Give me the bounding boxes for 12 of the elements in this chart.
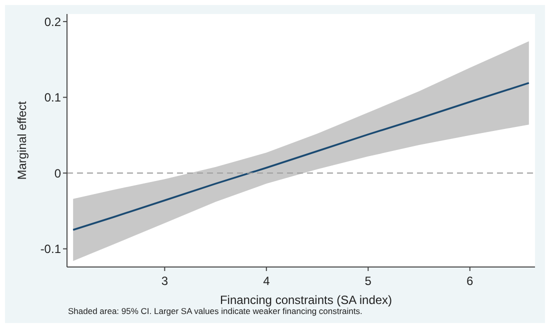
x-tick-label: 4 xyxy=(263,274,270,288)
line-series xyxy=(72,82,530,231)
y-tick-label: 0.2 xyxy=(44,14,62,29)
x-axis-title: Financing constraints (SA index) xyxy=(220,293,392,307)
text: Shaded area: 95% CI. Larger SA values indicate weaker financing constraints. xyxy=(68,306,362,316)
y-tick-label: -0.1 xyxy=(40,242,62,256)
y-tick-label: 0.1 xyxy=(44,90,62,105)
x-tick-label: 6 xyxy=(466,274,474,288)
y-tick-label: 0 xyxy=(54,166,62,180)
x-tick-label: 3 xyxy=(161,274,168,288)
y-axis-title: Marginal effect xyxy=(15,100,29,180)
x-tick-label: 5 xyxy=(364,274,372,288)
